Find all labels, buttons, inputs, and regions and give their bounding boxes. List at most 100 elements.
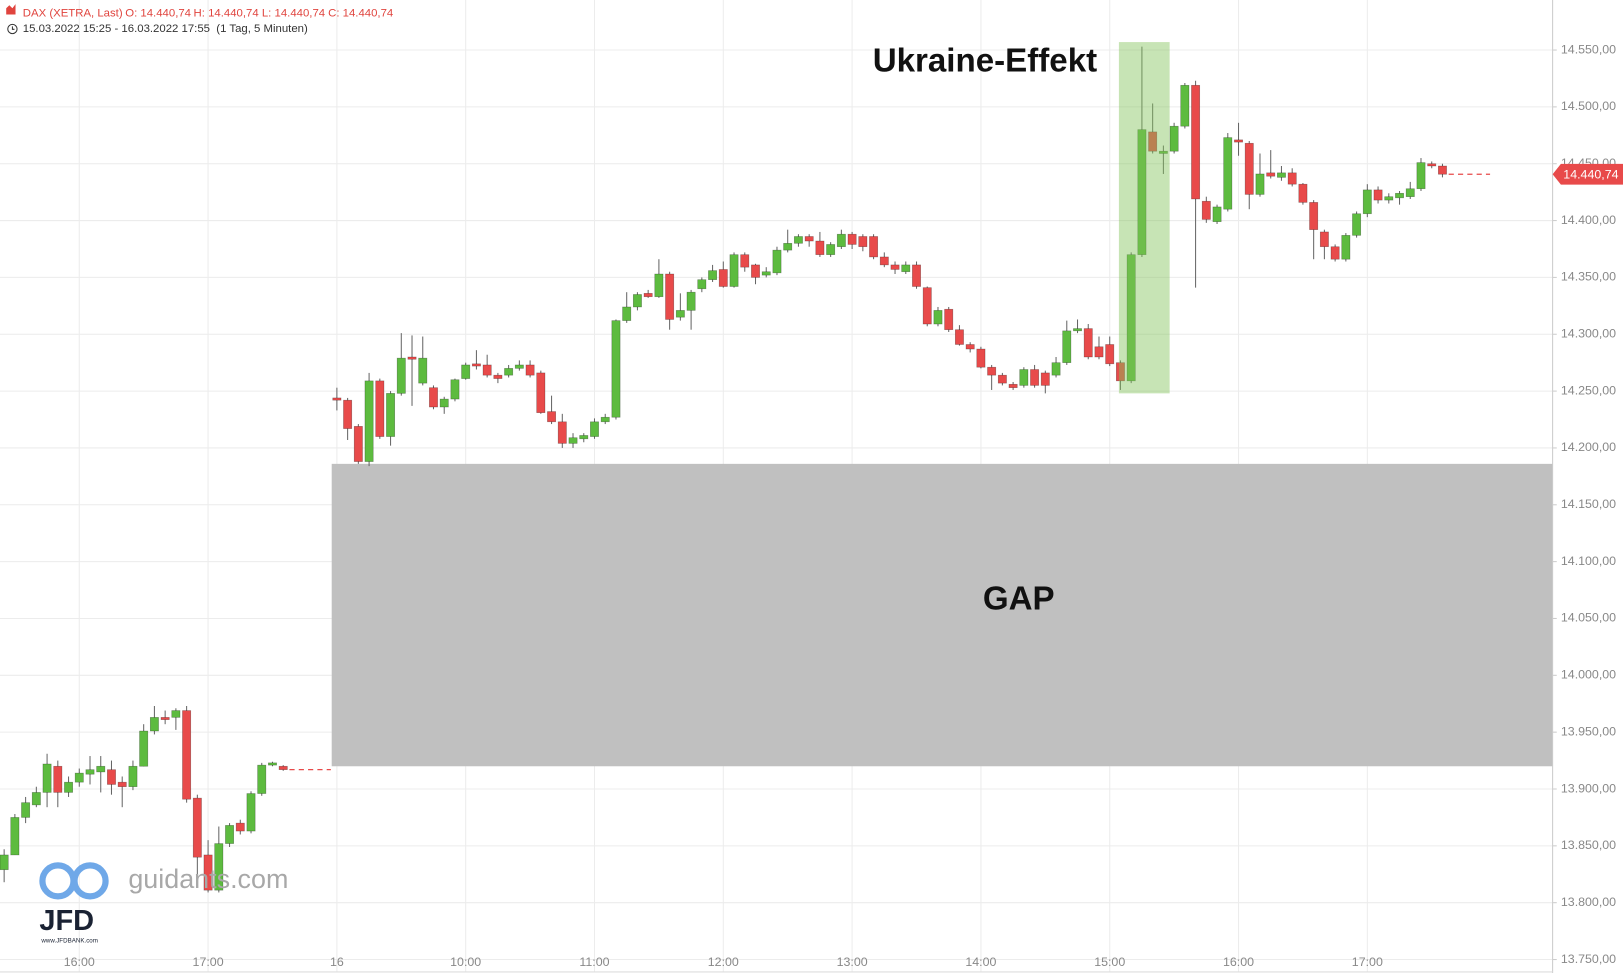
y-tick-label: 14.400,00 [1561, 213, 1616, 227]
candle-body [1319, 231, 1329, 248]
x-tick-label: 16:00 [1223, 955, 1254, 969]
gap-layer: GAP [331, 463, 1553, 767]
candle-body [482, 364, 492, 376]
x-tick-label: 16:00 [64, 955, 95, 969]
candle-body [793, 236, 803, 244]
candle-body [826, 244, 836, 255]
candle-body [922, 287, 932, 325]
candle-body [96, 765, 106, 773]
candle-body [139, 730, 149, 767]
candle-body [1234, 139, 1243, 143]
candle-body [160, 717, 170, 720]
y-tick-label: 14.000,00 [1561, 668, 1616, 682]
last-price-label: 14.440,74 [1563, 168, 1618, 182]
candle-body [128, 765, 138, 788]
x-tick-label: 17:00 [193, 955, 224, 969]
chart-icon [6, 4, 16, 15]
candle-body [203, 854, 213, 891]
candle-body [1244, 142, 1254, 195]
x-tick-label: 15:00 [1094, 955, 1125, 969]
candle-body [654, 273, 664, 298]
candle-body [729, 254, 739, 287]
candle-body [235, 822, 245, 832]
candle-body [847, 233, 857, 245]
candle-body [364, 380, 374, 462]
candle-body [225, 825, 234, 844]
candle-body [1126, 254, 1136, 382]
candle-body [1169, 125, 1179, 152]
date-range: 15.03.2022 15:25 - 16.03.2022 17:55 (1 T… [23, 23, 308, 35]
candle-body [1019, 369, 1029, 386]
candle-body [1137, 129, 1147, 255]
candle-body [182, 710, 192, 800]
candle-body [590, 421, 599, 437]
x-tick-label: 10:00 [450, 955, 481, 969]
candle-body [1438, 165, 1447, 175]
candle-body [933, 310, 943, 325]
candle-body [686, 291, 696, 311]
y-tick-label: 14.050,00 [1561, 611, 1616, 625]
candle-body [1180, 84, 1190, 127]
candle-body [332, 397, 342, 401]
candle-body [675, 310, 685, 318]
candle-body [1341, 235, 1351, 260]
y-tick-label: 13.900,00 [1561, 781, 1616, 795]
x-tick-label: 17:00 [1352, 955, 1383, 969]
logo: guidants.com JFD www.JFDBANK.com [39, 862, 288, 945]
candle-body [1373, 189, 1383, 201]
candle-body [1148, 131, 1158, 152]
high-label: H: 14.440,74 [194, 7, 259, 19]
candle-body [1201, 200, 1211, 220]
close-label: C: 14.440,74 [328, 7, 393, 19]
y-tick-label: 14.150,00 [1561, 497, 1616, 511]
candle-body [869, 236, 879, 258]
candle-body [890, 264, 900, 270]
candle-body [31, 792, 41, 806]
candle-body [407, 356, 417, 360]
candle-body [278, 765, 288, 770]
logo-text: JFD [39, 905, 94, 937]
y-tick-label: 13.750,00 [1561, 952, 1616, 966]
low-label: L: 14.440,74 [262, 7, 325, 19]
candle-body [418, 357, 428, 384]
candle-body [611, 320, 621, 418]
candle-body [42, 763, 52, 793]
candle-body [804, 236, 814, 242]
candle-body [1266, 172, 1276, 177]
candle-body [815, 240, 825, 255]
candle-body [997, 374, 1007, 384]
gap-label: GAP [983, 580, 1055, 617]
gap-box [331, 463, 1553, 767]
x-tick-label: 14:00 [965, 955, 996, 969]
candle-body [450, 379, 460, 400]
y-tick-label: 14.550,00 [1561, 42, 1616, 56]
candle-body [1255, 173, 1265, 195]
y-tick-label: 14.350,00 [1561, 270, 1616, 284]
candle-body [1416, 162, 1426, 190]
candle-body [622, 306, 632, 321]
candle-body [1277, 172, 1286, 178]
candle-body [1030, 369, 1040, 386]
candle-body [353, 426, 363, 462]
candle-body [1040, 372, 1050, 386]
candle-body [493, 374, 503, 379]
candle-body [1223, 137, 1233, 210]
open-label: O: 14.440,74 [125, 7, 191, 19]
candle-body [1115, 362, 1125, 382]
candle-body [579, 435, 589, 440]
clock-hand [11, 26, 15, 30]
x-tick-label: 12:00 [708, 955, 739, 969]
candle-body [761, 271, 771, 276]
candle-body [429, 387, 438, 408]
candle-body [1073, 328, 1082, 332]
x-tick-label: 11:00 [579, 955, 609, 969]
candle-body [665, 273, 675, 320]
candle-body [901, 264, 911, 273]
candle-body [1330, 246, 1340, 260]
candle-body [836, 233, 846, 248]
x-tick-label: 16 [330, 955, 344, 969]
candle-body [64, 781, 73, 793]
candle-body [557, 421, 567, 444]
candle-body [192, 797, 202, 858]
